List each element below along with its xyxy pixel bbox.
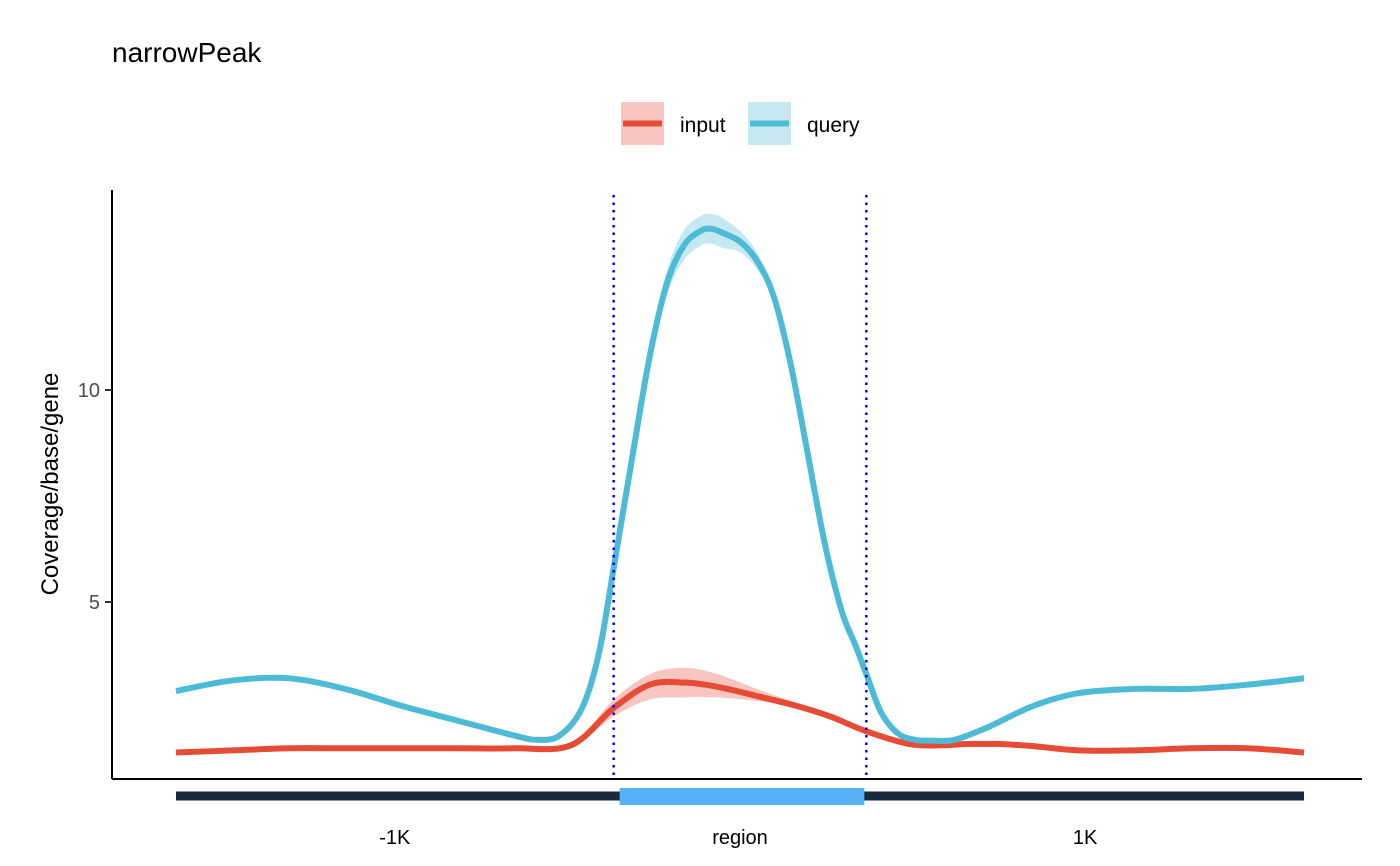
y-ticks: 5 10	[78, 380, 112, 614]
y-axis-title: Coverage/base/gene	[37, 373, 64, 596]
y-tick-label-5: 5	[89, 592, 100, 614]
y-tick-label-10: 10	[78, 380, 100, 402]
legend: input query	[621, 102, 860, 145]
band-input	[176, 667, 1304, 754]
x-tick-label-0: -1K	[379, 827, 411, 849]
band-query	[176, 213, 1304, 744]
legend-label-input: input	[680, 114, 726, 137]
series-lines	[175, 225, 1305, 756]
x-tick-label-2: 1K	[1073, 827, 1098, 849]
series-line-query	[175, 225, 1305, 745]
region-bar	[176, 788, 1304, 805]
legend-label-query: query	[807, 114, 860, 137]
series-line-input	[175, 678, 1305, 756]
chart-title: narrowPeak	[112, 37, 262, 68]
axes	[111, 190, 1362, 780]
x-tick-label-1: region	[712, 827, 768, 849]
x-tick-labels: -1K region 1K	[379, 827, 1098, 849]
region-block	[619, 788, 865, 805]
confidence-bands	[176, 213, 1304, 754]
